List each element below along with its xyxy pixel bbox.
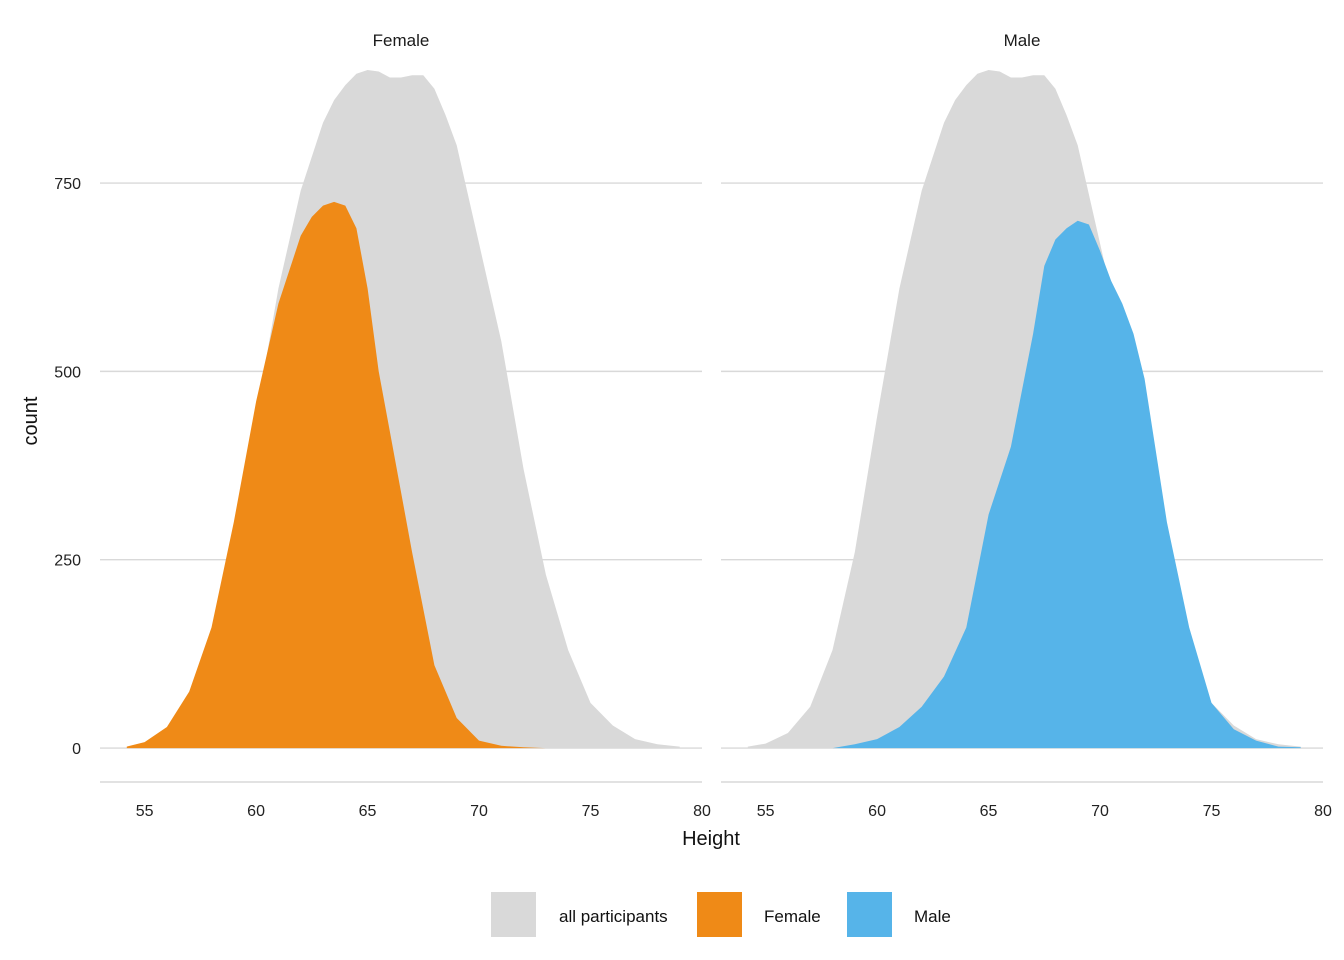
legend-label-all-participants: all participants — [559, 907, 668, 926]
legend-swatch-female — [697, 892, 742, 937]
x-tick-label-55: 55 — [757, 803, 775, 820]
x-tick-label-70: 70 — [470, 803, 488, 820]
x-tick-label-75: 75 — [1203, 803, 1221, 820]
legend-swatch-male — [847, 892, 892, 937]
y-axis-title: count — [20, 396, 42, 445]
legend-swatch-all-participants — [491, 892, 536, 937]
legend-label-male: Male — [914, 907, 951, 926]
x-tick-label-65: 65 — [980, 803, 998, 820]
legend: all participants Female Male — [491, 892, 951, 937]
area-male-male — [747, 220, 1301, 749]
area-female-female — [126, 201, 680, 749]
panel-female: Female 0 250 500 750 55 60 65 70 75 80 — [54, 31, 711, 820]
x-axis-title: Height — [682, 828, 740, 850]
x-tick-label-80: 80 — [1314, 803, 1332, 820]
x-tick-label-65: 65 — [359, 803, 377, 820]
facet-title-male: Male — [1004, 31, 1041, 50]
x-tick-label-60: 60 — [247, 803, 265, 820]
y-tick-label-750: 750 — [54, 176, 81, 193]
x-tick-label-80: 80 — [693, 803, 711, 820]
y-tick-label-500: 500 — [54, 364, 81, 381]
y-tick-label-250: 250 — [54, 553, 81, 570]
x-tick-label-75: 75 — [582, 803, 600, 820]
x-tick-label-55: 55 — [136, 803, 154, 820]
legend-label-female: Female — [764, 907, 821, 926]
panel-male: Male 55 60 65 70 75 80 — [721, 31, 1332, 820]
facet-panels: Female 0 250 500 750 55 60 65 70 75 80 Male 55 60 65 70… — [54, 31, 1332, 820]
x-tick-label-70: 70 — [1091, 803, 1109, 820]
y-tick-label-0: 0 — [72, 741, 81, 758]
x-tick-label-60: 60 — [868, 803, 886, 820]
facet-title-female: Female — [373, 31, 430, 50]
